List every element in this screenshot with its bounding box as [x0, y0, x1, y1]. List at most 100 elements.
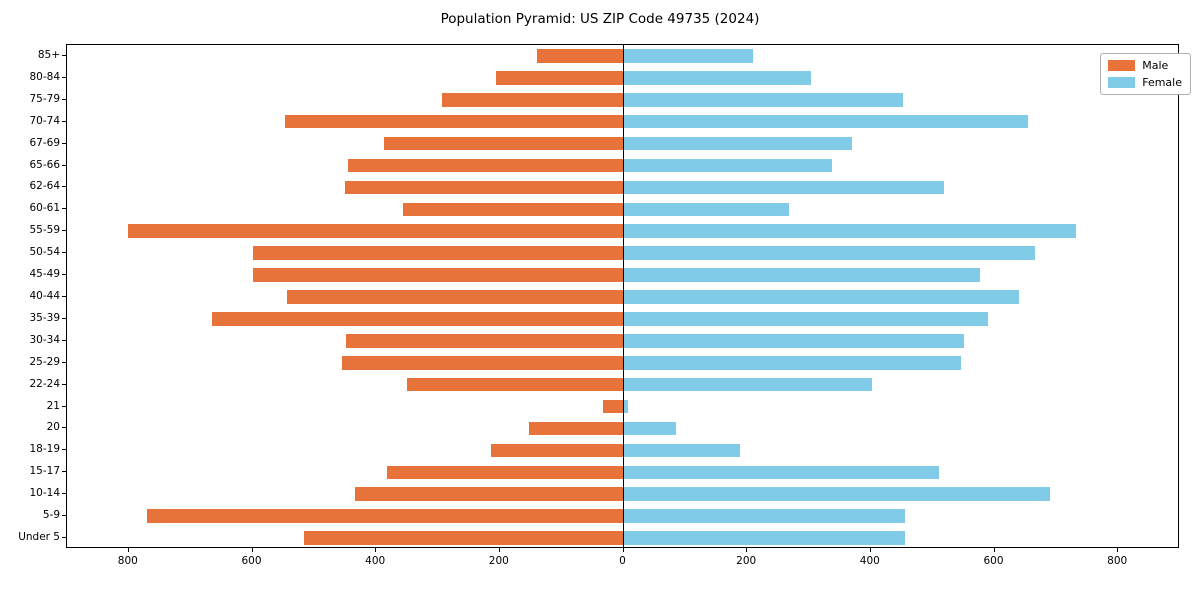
bar-male [252, 246, 624, 260]
pyramid-row [67, 290, 1178, 304]
y-axis-tick-mark [62, 208, 66, 210]
x-axis-tick-label: 600 [241, 555, 262, 567]
pyramid-row [67, 246, 1178, 260]
x-axis-tick-mark [375, 548, 377, 552]
y-axis-tick-label: 62-64 [29, 180, 60, 193]
pyramid-row [67, 312, 1178, 326]
bar-female [623, 443, 740, 458]
bar-female [623, 158, 833, 173]
bar-female [623, 268, 980, 282]
y-axis-tick-mark [62, 515, 66, 517]
bar-female [623, 49, 754, 63]
pyramid-row [67, 377, 1178, 392]
y-axis-tick-label: 10-14 [29, 487, 60, 500]
y-axis-tick-mark [62, 383, 66, 385]
y-axis-tick-label: 75-79 [29, 92, 60, 105]
x-axis-tick-mark [993, 548, 995, 552]
y-axis-tick-label: 60-61 [29, 202, 60, 215]
y-axis-tick-label: 5-9 [42, 509, 60, 522]
y-axis-tick-mark [62, 493, 66, 495]
pyramid-row [67, 224, 1178, 239]
y-axis-tick-mark [62, 230, 66, 232]
bar-male [536, 49, 624, 63]
bar-male [212, 312, 624, 326]
y-axis-tick-mark [62, 142, 66, 144]
pyramid-row [67, 180, 1178, 195]
bar-male [387, 465, 624, 480]
bar-male [345, 334, 624, 348]
bar-female [623, 92, 903, 107]
y-axis-tick-mark [62, 449, 66, 451]
pyramid-row [67, 202, 1178, 217]
y-axis-tick-mark [62, 274, 66, 276]
bar-female [623, 399, 629, 414]
bar-female [623, 180, 944, 195]
y-axis-tick-label: 67-69 [29, 136, 60, 149]
chart-legend[interactable]: Male Female [1100, 53, 1191, 95]
y-axis-tick-label: 18-19 [29, 443, 60, 456]
chart-title: Population Pyramid: US ZIP Code 49735 (2… [440, 11, 760, 27]
bar-female [623, 487, 1050, 501]
pyramid-row [67, 334, 1178, 348]
pyramid-row [67, 71, 1178, 85]
bar-male [354, 487, 624, 501]
pyramid-row [67, 49, 1178, 63]
pyramid-row [67, 509, 1178, 523]
y-axis-tick-label: 80-84 [29, 70, 60, 83]
zero-axis-line [622, 45, 625, 547]
pyramid-row [67, 92, 1178, 107]
y-axis-tick-label: 20 [46, 421, 60, 434]
x-axis-tick-mark [127, 548, 129, 552]
bar-male [304, 531, 624, 545]
y-axis-tick-label: 65-66 [29, 158, 60, 171]
x-axis-tick-mark [746, 548, 748, 552]
bar-female [623, 224, 1077, 239]
y-axis-tick-label: 50-54 [29, 246, 60, 259]
pyramid-row [67, 465, 1178, 480]
y-axis-tick-mark [62, 252, 66, 254]
y-axis-tick-mark [62, 405, 66, 407]
y-axis-tick-mark [62, 537, 66, 539]
bar-female [623, 246, 1036, 260]
bar-male [287, 290, 624, 304]
y-axis-tick-mark [62, 186, 66, 188]
x-axis-tick-mark [622, 548, 624, 552]
x-axis-tick-mark [869, 548, 871, 552]
bar-male [253, 268, 624, 282]
pyramid-row [67, 487, 1178, 501]
bar-female [623, 377, 873, 392]
y-axis-tick-label: 25-29 [29, 355, 60, 368]
bar-male [441, 92, 624, 107]
x-axis-tick-label: 800 [117, 555, 138, 567]
y-axis-labels: 85+ 80-84 75-79 70-74 67-69 65-66 62-64 60-61 55… [0, 44, 60, 548]
bar-female [623, 509, 906, 523]
y-axis-tick-label: 15-17 [29, 465, 60, 478]
pyramid-row [67, 136, 1178, 151]
legend-swatch-female-icon [1108, 77, 1136, 88]
plot-area [66, 44, 1179, 548]
bar-female [623, 334, 965, 348]
y-axis-tick-mark [62, 317, 66, 319]
x-axis-tick-label: 400 [859, 555, 880, 567]
bar-male [284, 114, 624, 129]
x-axis-tick-label: 0 [619, 555, 626, 567]
y-axis-tick-label: 70-74 [29, 114, 60, 127]
x-axis-tick-mark [251, 548, 253, 552]
bar-female [623, 421, 677, 436]
x-axis-tick-label: 200 [736, 555, 757, 567]
y-axis-tick-label: 35-39 [29, 311, 60, 324]
pyramid-row [67, 421, 1178, 436]
pyramid-row [67, 268, 1178, 282]
bar-male [383, 136, 624, 151]
x-axis-tick-label: 400 [365, 555, 386, 567]
y-axis-tick-label: 21 [46, 399, 60, 412]
bar-male [347, 158, 624, 173]
pyramid-row [67, 531, 1178, 545]
y-axis-tick-mark [62, 361, 66, 363]
y-axis-tick-label: Under 5 [18, 531, 60, 544]
bar-female [623, 202, 789, 217]
y-axis-tick-mark [62, 76, 66, 78]
y-axis-tick-mark [62, 296, 66, 297]
